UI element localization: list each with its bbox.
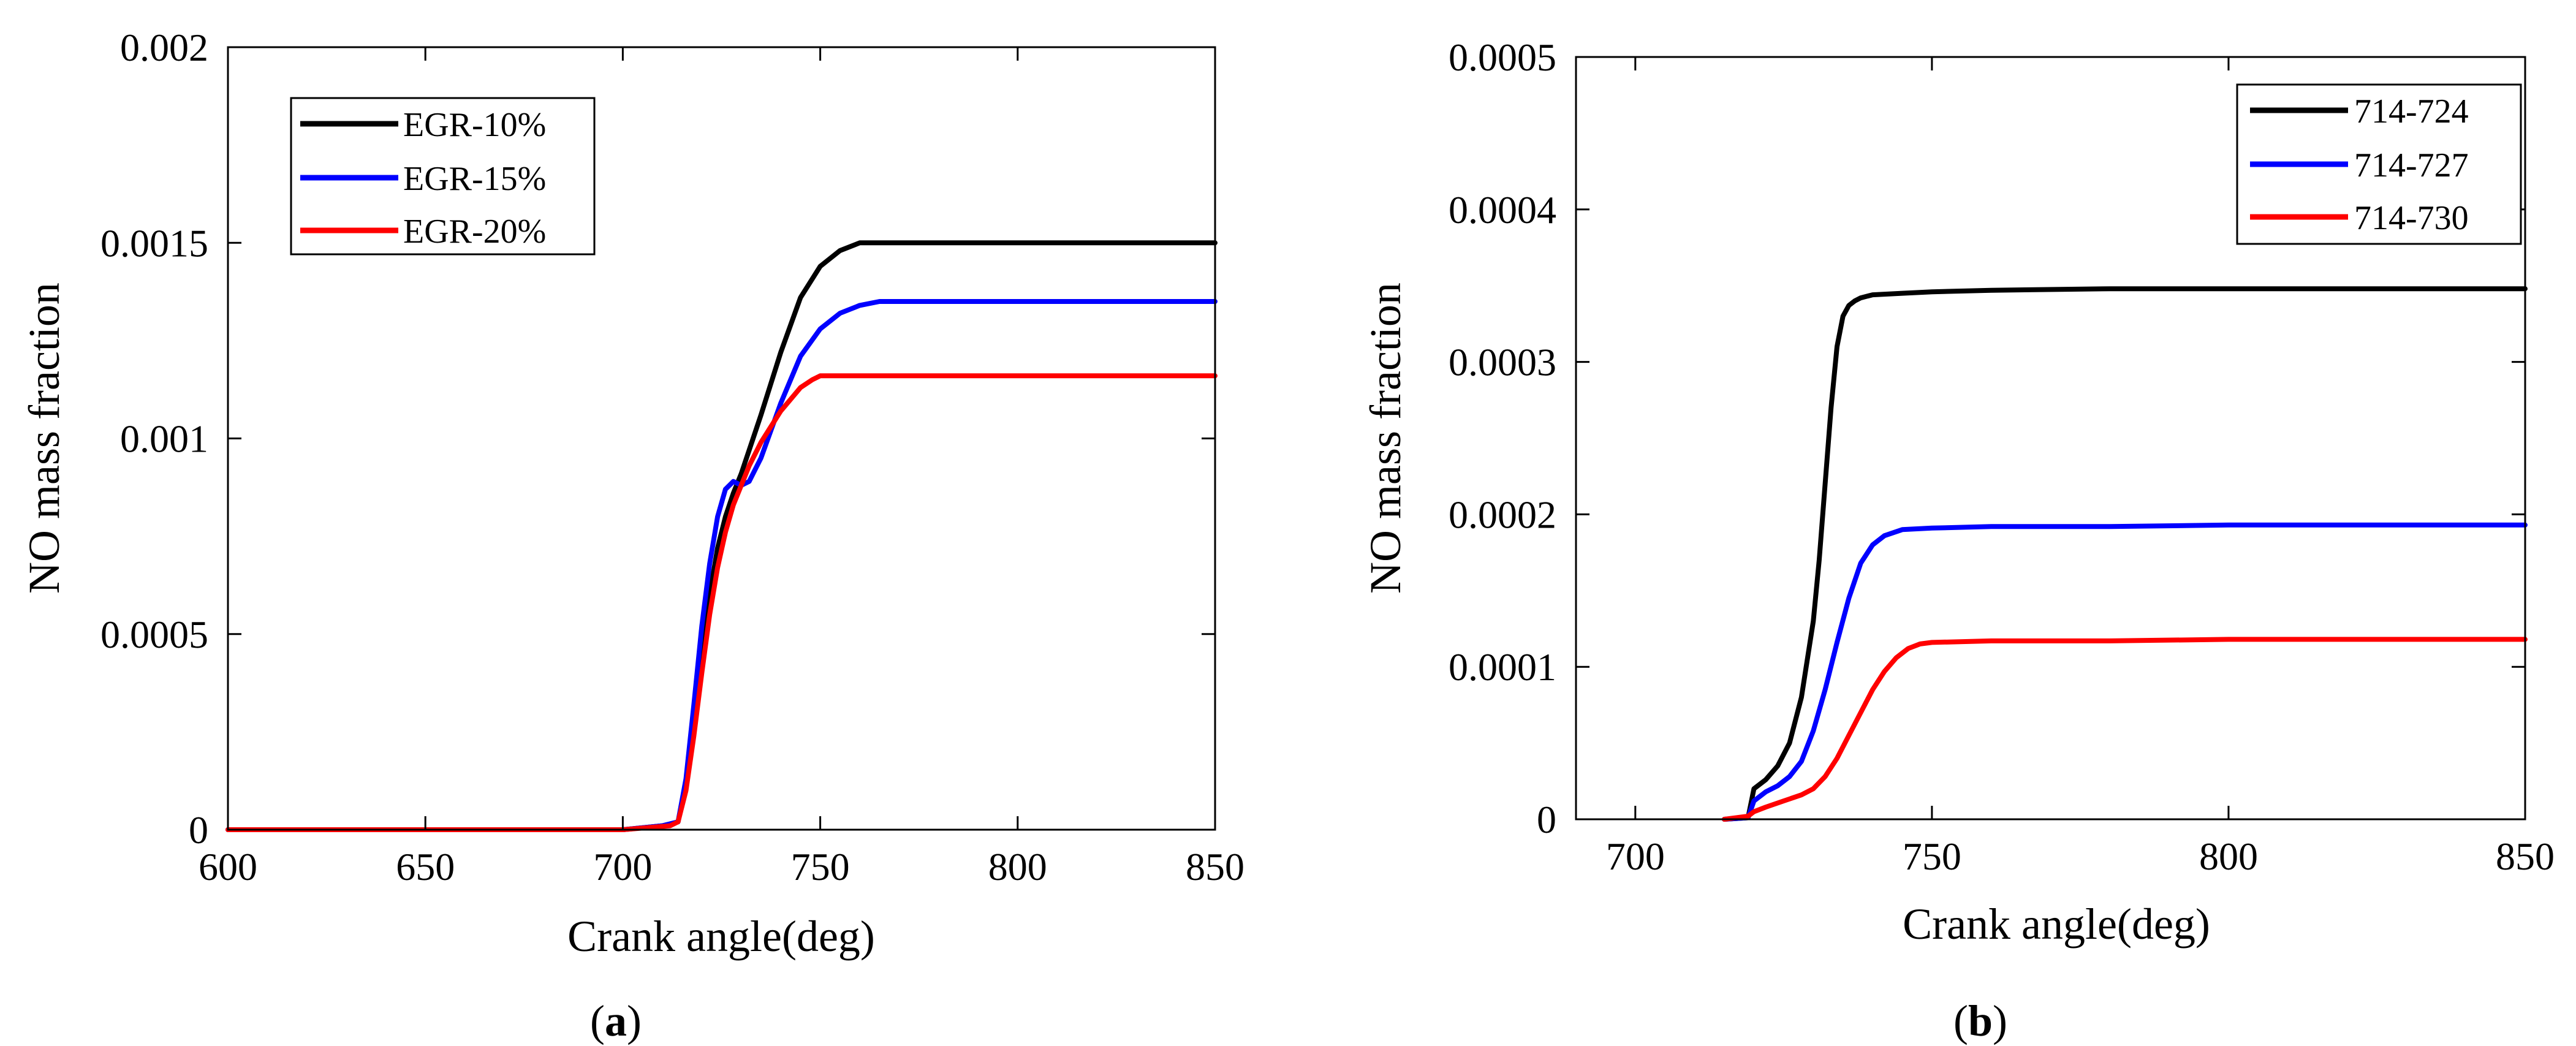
series-layer (225, 240, 1218, 832)
plot-frame (1575, 56, 2526, 821)
y-tick-label: 0.002 (120, 26, 208, 69)
legend: EGR-10% EGR-15% EGR-20% (290, 97, 596, 256)
caption-letter: a (605, 996, 627, 1045)
chart-panel-b: 700 750 800 850 0 0.0001 0.0002 0.0003 0.0004 0.0… (1361, 36, 2555, 1045)
x-tick-label: 600 (199, 845, 257, 889)
caption-open-paren: ( (1953, 996, 1968, 1045)
caption-close-paren: ) (627, 996, 642, 1045)
x-tick-label: 700 (593, 845, 652, 889)
legend-label-egr-10: EGR-10% (403, 106, 546, 144)
x-tick-label: 850 (2496, 835, 2555, 878)
x-tick-label: 850 (1186, 845, 1244, 889)
x-axis-title: Crank angle(deg) (567, 912, 875, 961)
x-tick-label: 750 (791, 845, 850, 889)
y-tick-label: 0.0005 (100, 613, 208, 656)
y-tick-label: 0.001 (120, 417, 208, 461)
y-tick-label: 0.0003 (1449, 341, 1556, 384)
y-tick-label: 0.0004 (1449, 188, 1556, 232)
y-axis-title: NO mass fraction (20, 282, 69, 594)
y-tick-label: 0 (1537, 798, 1556, 841)
chart-panel-a: 600 650 700 750 800 850 0 0.0005 0.001 0.0015 0.00… (20, 26, 1244, 1045)
series-layer (1722, 286, 2528, 822)
panel-caption-a: (a) (590, 996, 642, 1045)
series-line-714-727 (1722, 522, 2528, 822)
x-axis-title: Crank angle(deg) (1903, 900, 2210, 949)
tick-layer: 700 750 800 850 0 0.0001 0.0002 0.0003 0.0004 0.0… (1449, 36, 2555, 878)
series-line-714-724 (1722, 286, 2528, 822)
legend: 714-724 714-727 714-730 (2236, 83, 2522, 245)
x-tick-label: 650 (396, 845, 455, 889)
legend-label-egr-15: EGR-15% (403, 160, 546, 198)
legend-label-714-727: 714-727 (2354, 146, 2469, 184)
caption-letter: b (1968, 996, 1993, 1045)
x-tick-label: 750 (1903, 835, 1961, 878)
y-tick-label: 0.0002 (1449, 493, 1556, 536)
panel-caption-b: (b) (1953, 996, 2007, 1045)
x-tick-label: 800 (988, 845, 1047, 889)
caption-close-paren: ) (1993, 996, 2007, 1045)
x-tick-label: 800 (2199, 835, 2258, 878)
y-axis-title: NO mass fraction (1361, 282, 1410, 594)
legend-label-714-730: 714-730 (2354, 199, 2469, 237)
y-tick-label: 0.0001 (1449, 645, 1556, 689)
series-line-714-730 (1722, 637, 2528, 822)
y-tick-label: 0.0005 (1449, 36, 1556, 79)
series-line-egr-20 (225, 373, 1218, 832)
tick-layer: 600 650 700 750 800 850 0 0.0005 0.001 0.0015 0.00… (100, 26, 1244, 889)
legend-label-714-724: 714-724 (2354, 93, 2469, 131)
legend-label-egr-20: EGR-20% (403, 213, 546, 251)
y-tick-label: 0.0015 (100, 221, 208, 265)
y-tick-label: 0 (189, 808, 208, 852)
caption-open-paren: ( (590, 996, 605, 1045)
x-tick-label: 700 (1606, 835, 1665, 878)
